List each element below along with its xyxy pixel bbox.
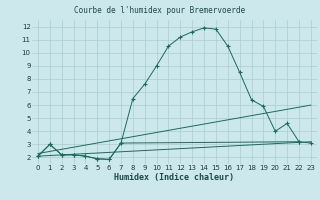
X-axis label: Humidex (Indice chaleur): Humidex (Indice chaleur) — [115, 173, 234, 182]
Text: Courbe de l'humidex pour Bremervoerde: Courbe de l'humidex pour Bremervoerde — [75, 6, 245, 15]
